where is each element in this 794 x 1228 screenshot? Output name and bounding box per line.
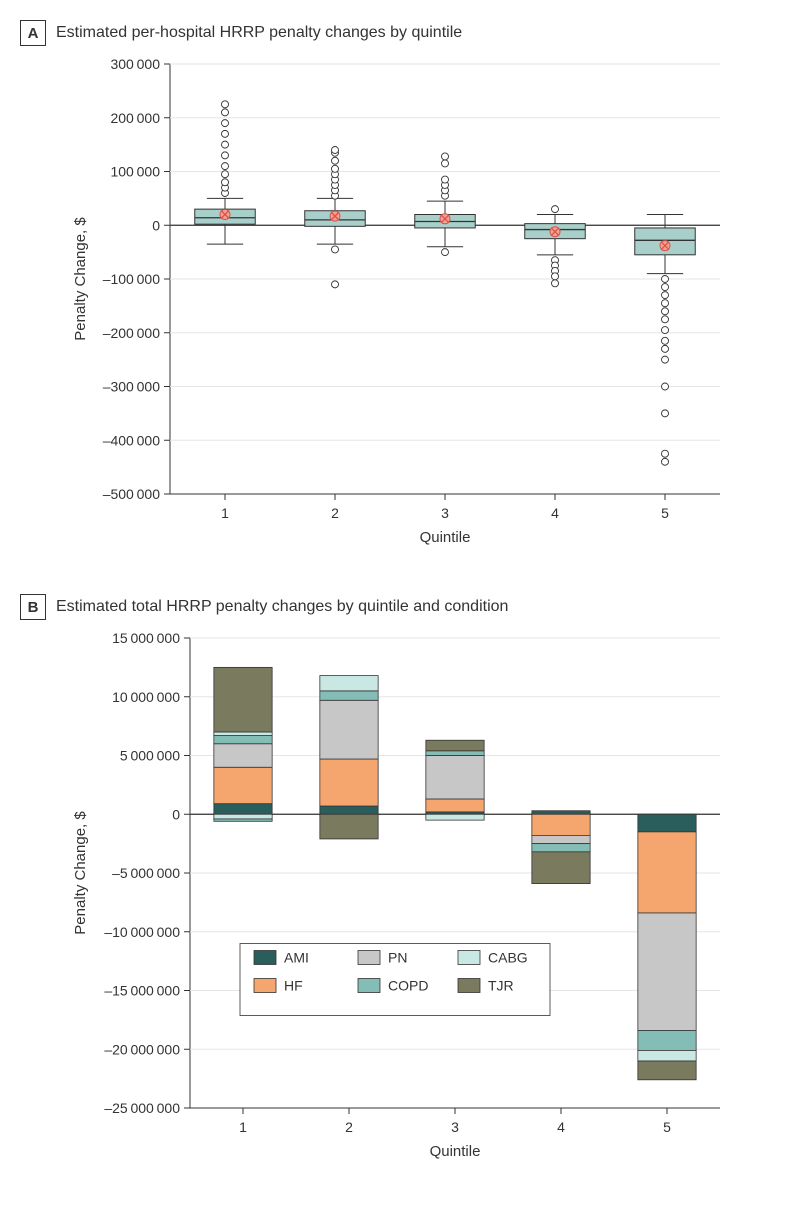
stackedbar-svg: –25 000 000 –20 000 000 –15 000 000 –10 000… bbox=[60, 628, 740, 1168]
svg-text:PN: PN bbox=[388, 950, 407, 966]
panel-b: B Estimated total HRRP penalty changes b… bbox=[20, 594, 774, 1168]
panel-b-letter: B bbox=[20, 594, 46, 620]
svg-text:5: 5 bbox=[661, 505, 669, 521]
svg-text:–15 000 000: –15 000 000 bbox=[104, 983, 180, 999]
panel-a: A Estimated per-hospital HRRP penalty ch… bbox=[20, 20, 774, 554]
svg-text:–5 000 000: –5 000 000 bbox=[112, 865, 180, 881]
svg-text:COPD: COPD bbox=[388, 978, 428, 994]
svg-text:Penalty Change, $: Penalty Change, $ bbox=[72, 217, 89, 341]
svg-text:1: 1 bbox=[239, 1119, 247, 1135]
svg-text:5: 5 bbox=[663, 1119, 671, 1135]
svg-text:300 000: 300 000 bbox=[110, 56, 160, 72]
svg-text:2: 2 bbox=[345, 1119, 353, 1135]
svg-text:0: 0 bbox=[152, 217, 160, 233]
panel-b-header: B Estimated total HRRP penalty changes b… bbox=[20, 594, 774, 620]
panel-a-letter: A bbox=[20, 20, 46, 46]
svg-text:0: 0 bbox=[172, 806, 180, 822]
panel-b-chart: –25 000 000 –20 000 000 –15 000 000 –10 000… bbox=[60, 628, 774, 1168]
svg-text:Quintile: Quintile bbox=[430, 1143, 481, 1160]
svg-text:–200 000: –200 000 bbox=[103, 325, 161, 341]
svg-text:3: 3 bbox=[451, 1119, 459, 1135]
panel-a-chart: –500 000 –400 000 –300 000 –200 000 –100 000… bbox=[60, 54, 774, 554]
svg-text:–500 000: –500 000 bbox=[103, 486, 161, 502]
svg-text:–300 000: –300 000 bbox=[103, 379, 161, 395]
svg-text:HF: HF bbox=[284, 978, 303, 994]
svg-text:5 000 000: 5 000 000 bbox=[120, 748, 180, 764]
svg-text:CABG: CABG bbox=[488, 950, 528, 966]
panel-a-header: A Estimated per-hospital HRRP penalty ch… bbox=[20, 20, 774, 46]
svg-text:AMI: AMI bbox=[284, 950, 309, 966]
svg-text:–10 000 000: –10 000 000 bbox=[104, 924, 180, 940]
svg-text:10 000 000: 10 000 000 bbox=[112, 689, 180, 705]
svg-text:2: 2 bbox=[331, 505, 339, 521]
svg-text:15 000 000: 15 000 000 bbox=[112, 630, 180, 646]
panel-a-title: Estimated per-hospital HRRP penalty chan… bbox=[56, 24, 462, 42]
svg-text:–400 000: –400 000 bbox=[103, 432, 161, 448]
svg-text:1: 1 bbox=[221, 505, 229, 521]
svg-text:–20 000 000: –20 000 000 bbox=[104, 1041, 180, 1057]
svg-text:3: 3 bbox=[441, 505, 449, 521]
svg-text:200 000: 200 000 bbox=[110, 110, 160, 126]
panel-b-title: Estimated total HRRP penalty changes by … bbox=[56, 598, 508, 616]
svg-text:100 000: 100 000 bbox=[110, 164, 160, 180]
svg-text:Penalty Change, $: Penalty Change, $ bbox=[72, 811, 89, 935]
svg-text:–25 000 000: –25 000 000 bbox=[104, 1100, 180, 1116]
svg-text:Quintile: Quintile bbox=[420, 529, 471, 546]
svg-text:TJR: TJR bbox=[488, 978, 514, 994]
boxplot-svg: –500 000 –400 000 –300 000 –200 000 –100 000… bbox=[60, 54, 740, 554]
svg-text:4: 4 bbox=[551, 505, 559, 521]
svg-text:4: 4 bbox=[557, 1119, 565, 1135]
svg-text:–100 000: –100 000 bbox=[103, 271, 161, 287]
